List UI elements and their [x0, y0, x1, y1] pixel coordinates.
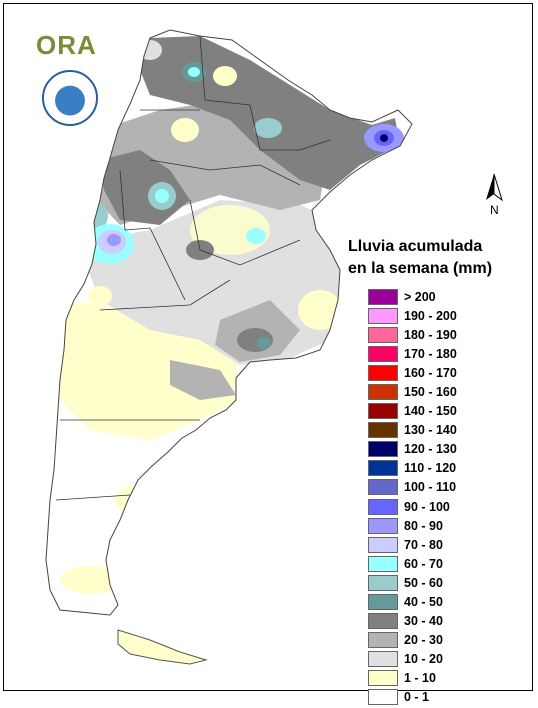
- map-frame: [3, 3, 533, 691]
- legend-swatch: [368, 403, 398, 420]
- legend-label: 0 - 1: [404, 689, 430, 704]
- legend-label: 170 - 180: [404, 347, 457, 362]
- legend-label: 70 - 80: [404, 537, 443, 552]
- legend-swatch: [368, 460, 398, 477]
- legend-swatch: [368, 650, 398, 667]
- legend-label: 20 - 30: [404, 632, 443, 647]
- legend-title: Lluvia acumulada en la semana (mm): [348, 236, 528, 280]
- legend-label: 150 - 160: [404, 385, 457, 400]
- legend-label: 90 - 100: [404, 499, 450, 514]
- legend-swatch: [368, 612, 398, 629]
- legend-swatch: [368, 479, 398, 496]
- legend-swatch: [368, 327, 398, 344]
- legend-swatch: [368, 441, 398, 458]
- legend-swatch: [368, 308, 398, 325]
- smn-seal-icon: [42, 70, 98, 126]
- legend-label: 190 - 200: [404, 309, 457, 324]
- legend-swatch: [368, 422, 398, 439]
- legend-label: 180 - 190: [404, 328, 457, 343]
- legend-label: 40 - 50: [404, 594, 443, 609]
- legend-swatch: [368, 517, 398, 534]
- legend-title-line2: en la semana (mm): [348, 260, 493, 277]
- ora-logo: ORA: [36, 30, 97, 60]
- legend-label: 30 - 40: [404, 613, 443, 628]
- legend-label: 140 - 150: [404, 404, 457, 419]
- legend-swatch: [368, 631, 398, 648]
- legend-label: 1 - 10: [404, 670, 436, 685]
- legend-label: 120 - 130: [404, 442, 457, 457]
- legend-label: 10 - 20: [404, 651, 443, 666]
- north-arrow-icon: N: [486, 173, 503, 217]
- legend-title-line1: Lluvia acumulada: [348, 238, 483, 255]
- legend-swatch: [368, 365, 398, 382]
- legend-swatch: [368, 384, 398, 401]
- legend-swatch: [368, 289, 398, 305]
- legend-swatch: [368, 555, 398, 572]
- legend-label: 100 - 110: [404, 480, 457, 495]
- legend-label: 110 - 120: [404, 461, 457, 476]
- legend-swatch: [368, 498, 398, 515]
- legend-label: 50 - 60: [404, 575, 443, 590]
- legend-swatch: [368, 346, 398, 363]
- legend-swatch: [368, 574, 398, 591]
- legend-label: > 200: [404, 290, 436, 304]
- legend-label: 160 - 170: [404, 366, 457, 381]
- legend-swatch: [368, 669, 398, 686]
- legend-label: 60 - 70: [404, 556, 443, 571]
- legend-swatch: [368, 536, 398, 553]
- legend-label: 130 - 140: [404, 423, 457, 438]
- legend-swatch: [368, 688, 398, 705]
- legend-label: 80 - 90: [404, 518, 443, 533]
- legend-swatch: [368, 593, 398, 610]
- north-label: N: [490, 203, 499, 217]
